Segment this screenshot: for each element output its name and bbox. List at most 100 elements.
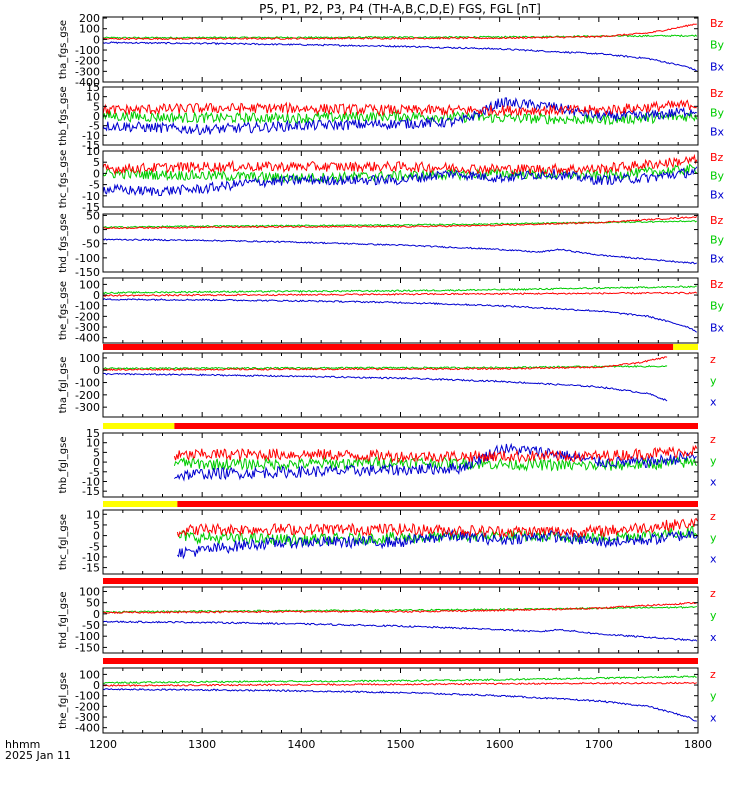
y-tick-label: 0 xyxy=(93,289,100,302)
y-tick-label: 100 xyxy=(79,585,100,598)
legend-entry: Bz xyxy=(710,87,724,100)
x-tick-label: 1400 xyxy=(287,738,315,751)
legend-entry: Bz xyxy=(710,17,724,30)
series-x-thd_fgs_gse xyxy=(103,238,698,265)
y-axis-label: thd_fgl_gse xyxy=(58,592,69,649)
legend-entry: y xyxy=(710,690,717,703)
y-tick-label: 15 xyxy=(86,427,100,440)
series-x-tha_fgl_gse xyxy=(103,372,668,402)
y-tick-label: -300 xyxy=(75,65,100,78)
series-z-thb_fgl_gse xyxy=(173,444,698,464)
legend-entry: Bz xyxy=(710,278,724,291)
x-tick-label: 1200 xyxy=(89,738,117,751)
series-y-thc_fgl_gse xyxy=(177,525,698,547)
series-y-thb_fgs_gse xyxy=(103,109,698,126)
legend-entry: z xyxy=(710,353,716,366)
y-tick-label: -100 xyxy=(75,377,100,390)
x-tick-label: 1300 xyxy=(188,738,216,751)
y-tick-label: 0 xyxy=(93,456,100,469)
y-axis-label: tha_fgs_gse xyxy=(58,20,69,79)
y-tick-label: 5 xyxy=(93,519,100,532)
y-tick-label: -10 xyxy=(82,551,100,564)
y-tick-label: 100 xyxy=(79,352,100,365)
x-axis-label-hhmm: hhmm xyxy=(5,738,40,751)
series-x-tha_fgs_gse xyxy=(103,41,698,72)
y-tick-label: -50 xyxy=(82,238,100,251)
y-axis-label: thb_fgl_gse xyxy=(58,437,69,494)
y-tick-label: -100 xyxy=(75,300,100,313)
series-z-thd_fgl_gse xyxy=(103,601,697,615)
flag-bar-segment xyxy=(103,578,698,584)
legend-entry: Bx xyxy=(710,60,725,73)
y-axis-label: thc_fgs_gse xyxy=(58,150,69,209)
legend-entry: By xyxy=(710,39,725,52)
series-x-thd_fgl_gse xyxy=(103,620,698,642)
y-tick-label: -50 xyxy=(82,619,100,632)
legend-entry: By xyxy=(710,300,725,313)
y-axis-label: tha_fgl_gse xyxy=(58,357,69,414)
y-axis-label: thb_fgs_gse xyxy=(58,86,69,145)
legend-entry: Bx xyxy=(710,126,725,139)
series-z-thb_fgs_gse xyxy=(103,99,697,117)
y-tick-label: -150 xyxy=(75,266,100,279)
y-tick-label: -10 xyxy=(82,129,100,142)
legend-entry: x xyxy=(710,396,717,409)
y-tick-label: 0 xyxy=(93,364,100,377)
legend-entry: y xyxy=(710,609,717,622)
y-tick-label: -400 xyxy=(75,332,100,345)
y-tick-label: -300 xyxy=(75,401,100,414)
legend-entry: Bx xyxy=(710,188,725,201)
figure-title: P5, P1, P2, P3, P4 (TH-A,B,C,D,E) FGS, F… xyxy=(259,2,541,16)
y-tick-label: -200 xyxy=(75,389,100,402)
panel-frame xyxy=(102,586,699,654)
legend-entry: By xyxy=(710,106,725,119)
y-tick-label: -15 xyxy=(82,485,100,498)
series-z-the_fgl_gse xyxy=(103,681,697,687)
y-axis-label: the_fgs_gse xyxy=(58,281,69,340)
y-tick-label: 5 xyxy=(93,156,100,169)
series-x-the_fgs_gse xyxy=(103,297,698,333)
series-z-thd_fgs_gse xyxy=(103,216,698,230)
y-tick-label: -15 xyxy=(82,562,100,575)
legend-entry: y xyxy=(710,374,717,387)
y-tick-label: -100 xyxy=(75,44,100,57)
y-tick-label: -300 xyxy=(75,321,100,334)
series-z-tha_fgl_gse xyxy=(103,356,668,372)
y-tick-label: -100 xyxy=(75,690,100,703)
series-y-tha_fgs_gse xyxy=(103,34,698,40)
legend-entry: x xyxy=(710,631,717,644)
y-tick-label: -5 xyxy=(89,179,100,192)
y-tick-label: -15 xyxy=(82,139,100,152)
y-tick-label: -100 xyxy=(75,252,100,265)
y-tick-label: -5 xyxy=(89,540,100,553)
y-tick-label: 0 xyxy=(93,679,100,692)
legend-entry: z xyxy=(710,433,716,446)
y-tick-label: -200 xyxy=(75,700,100,713)
y-tick-label: 0 xyxy=(93,167,100,180)
y-tick-label: 100 xyxy=(79,668,100,681)
y-tick-label: -200 xyxy=(75,55,100,68)
flag-bar-segment xyxy=(103,423,175,429)
series-y-the_fgl_gse xyxy=(103,675,697,685)
flag-bar-segment xyxy=(174,423,698,429)
panel-thd_fgs_gse: 50 0-50-100-150 thd_fgs_gse Bz By Bx xyxy=(58,209,725,279)
y-tick-label: -400 xyxy=(75,722,100,735)
panel-frame xyxy=(102,16,699,83)
y-tick-label: 10 xyxy=(86,145,100,158)
legend-entry: Bx xyxy=(710,321,725,334)
y-tick-label: -10 xyxy=(82,190,100,203)
y-tick-label: -15 xyxy=(82,201,100,214)
flag-bars-layer xyxy=(103,344,698,664)
y-tick-label: -5 xyxy=(89,466,100,479)
y-tick-label: 0 xyxy=(93,110,100,123)
y-tick-label: 100 xyxy=(79,23,100,36)
y-tick-label: -150 xyxy=(75,641,100,654)
x-tick-label: 1500 xyxy=(387,738,415,751)
flag-bar-segment xyxy=(103,501,178,507)
